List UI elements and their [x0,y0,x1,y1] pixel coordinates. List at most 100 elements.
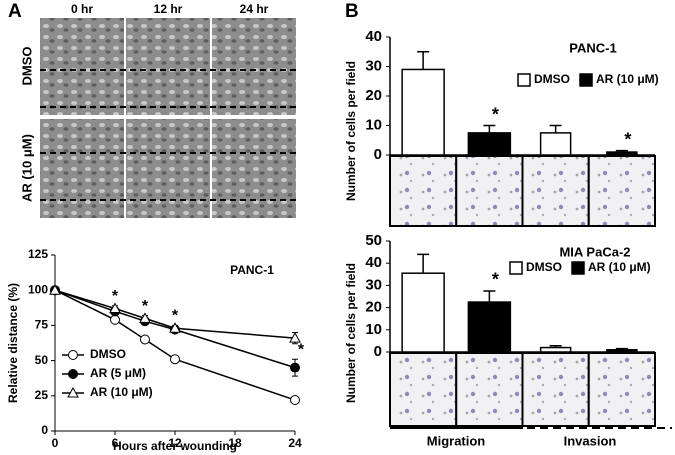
y-tick-label: 30 [365,57,382,74]
chart-title: MIA PaCa-2 [559,244,630,259]
micrograph [389,352,458,427]
marker [140,334,150,345]
marker [290,362,300,373]
error-bar [549,124,562,133]
y-tick-label: 40 [365,28,382,45]
error-bar [615,347,628,350]
micrograph [389,155,458,227]
marker [169,322,181,333]
significance: * [112,288,119,305]
marker [139,312,151,323]
significance: * [492,270,499,290]
bar [539,346,572,353]
significance: * [172,308,179,325]
y-tick-label: 100 [28,282,48,296]
error-bar [417,253,430,274]
y-tick-label: 0 [374,343,382,360]
legend-label: AR (5 μM) [90,366,146,380]
y-axis-label: Relative distance (%) [6,283,20,403]
error-bar [549,345,562,348]
bar [539,132,572,156]
marker [170,354,180,365]
error-bar [615,149,628,153]
row-label: DMSO [19,47,34,86]
legend-swatch [571,261,585,275]
marker [68,369,78,379]
micrograph [40,18,124,115]
micrograph [126,119,210,218]
error-bar [417,51,430,70]
column-label: 12 hr [154,2,183,16]
marker [110,314,120,325]
bar [467,301,512,353]
panel-label: A [8,1,22,22]
y-tick-label: 40 [365,254,382,271]
micrograph [40,119,124,218]
legend-swatch [579,73,593,87]
significance: * [492,104,499,124]
column-label: 24 hr [240,2,269,16]
micrograph [521,155,590,227]
marker [290,395,300,406]
micrograph [455,352,524,427]
chart-title: PANC-1 [569,40,616,55]
y-tick-label: 20 [365,87,382,104]
group-label: Invasion [564,433,617,448]
y-tick-label: 20 [365,299,382,316]
marker [67,386,79,398]
y-axis-label: Number of cells per field [344,263,358,403]
y-tick-label: 0 [41,423,48,437]
x-tick-label: 12 [168,436,182,450]
y-tick-label: 30 [365,276,382,293]
x-tick-label: 24 [288,436,302,450]
error-bar [483,124,496,133]
group-label: Migration [427,433,486,448]
y-tick-label: 50 [35,353,49,367]
micrograph [455,155,524,227]
significance: * [142,298,149,315]
chart-title: PANC-1 [230,263,274,277]
row-label: AR (10 μM) [19,134,34,202]
y-tick-label: 25 [35,388,49,402]
micrograph [212,119,296,218]
error-bar [483,290,496,303]
legend-label: AR (10 μM) [588,260,651,274]
y-tick-label: 10 [365,116,382,133]
legend-label: AR (10 μM) [90,385,153,399]
micrograph [587,155,656,227]
marker [109,302,121,314]
x-tick-label: 6 [112,436,119,450]
marker [289,332,301,343]
significance: * [624,129,631,149]
marker [49,284,61,295]
legend-label: DMSO [90,347,126,361]
x-tick-label: 18 [228,436,242,450]
micrograph [212,18,296,115]
legend-swatch [509,261,523,275]
significance: * [298,341,305,358]
micrograph [521,352,590,427]
x-axis-label: Hours after wounding [113,439,237,453]
y-tick-label: 0 [374,146,382,163]
wound-edges [40,69,296,201]
legend-label: AR (10 μM) [596,72,659,86]
legend-swatch [517,73,531,87]
y-tick-label: 10 [365,321,382,338]
legend-label: DMSO [534,72,570,86]
bar [606,151,638,156]
y-tick-label: 50 [365,232,382,249]
micrograph [587,352,656,427]
bar [606,349,638,353]
bar [401,272,445,353]
y-axis-label: Number of cells per field [344,61,358,201]
micrograph [126,18,210,115]
legend-label: DMSO [526,260,562,274]
bar [467,132,512,156]
column-label: 0 hr [71,2,93,16]
wound-images [40,18,296,218]
bar [401,68,445,156]
y-tick-label: 125 [28,247,48,261]
y-tick-label: 75 [35,318,49,332]
x-tick-label: 0 [52,436,59,450]
marker [68,350,78,360]
